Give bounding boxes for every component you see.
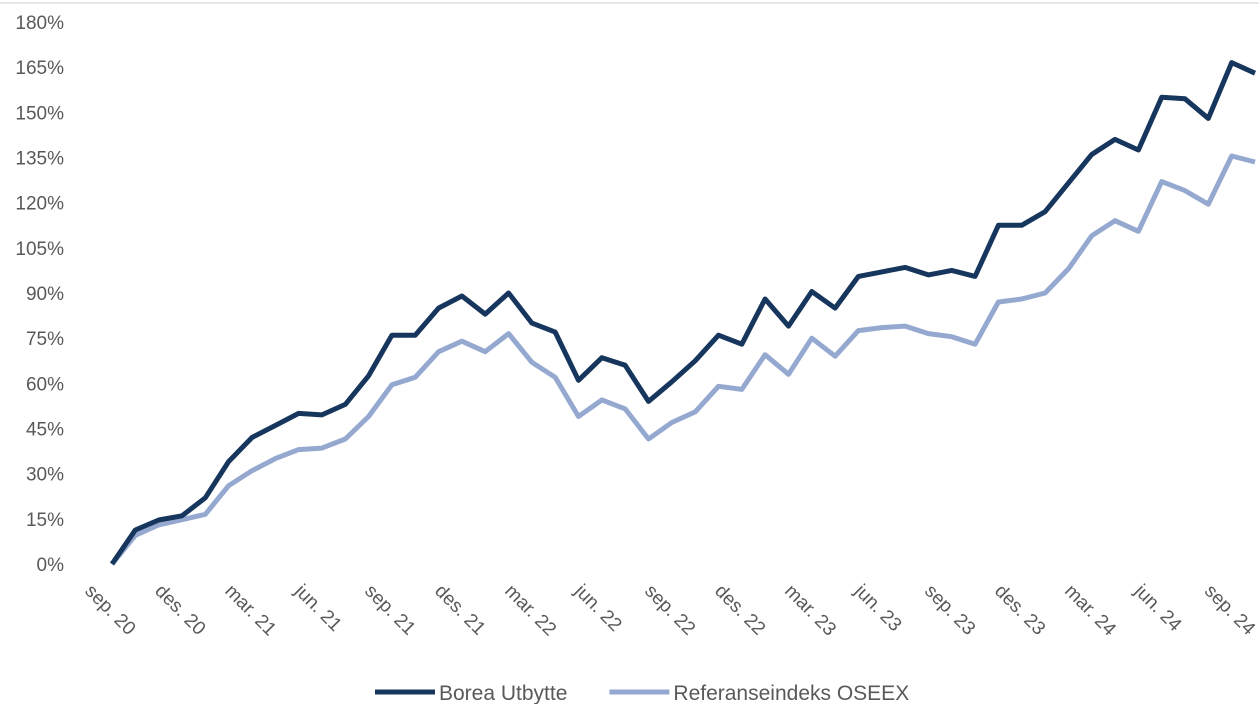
x-tick-label: sep. 22 — [640, 581, 699, 640]
y-tick-label: 150% — [15, 103, 64, 124]
x-tick-label: mar. 22 — [500, 581, 560, 641]
legend-label: Borea Utbytte — [439, 682, 567, 704]
y-tick-label: 15% — [26, 510, 64, 531]
x-tick-label: mar. 23 — [780, 581, 840, 641]
x-tick-label: jun. 21 — [290, 580, 346, 636]
y-tick-label: 75% — [26, 329, 64, 350]
x-tick-label: des. 21 — [430, 581, 489, 640]
x-tick-label: sep. 21 — [360, 581, 419, 640]
y-tick-label: 30% — [26, 465, 64, 486]
x-tick-label: jun. 24 — [1129, 580, 1185, 636]
y-tick-label: 0% — [37, 555, 65, 576]
x-tick-label: sep. 20 — [80, 581, 139, 640]
y-tick-label: 180% — [15, 13, 64, 34]
x-tick-label: des. 23 — [990, 581, 1049, 640]
y-tick-label: 45% — [26, 420, 64, 441]
x-tick-label: mar. 24 — [1060, 581, 1120, 641]
y-tick-label: 135% — [15, 149, 64, 170]
y-tick-label: 120% — [15, 194, 64, 215]
series-line — [109, 60, 1257, 566]
x-tick-label: des. 22 — [710, 581, 769, 640]
legend-label: Referanseindeks OSEEX — [673, 682, 909, 704]
y-tick-label: 90% — [26, 284, 64, 305]
series-line — [110, 153, 1256, 566]
x-tick-label: jun. 23 — [850, 580, 906, 636]
x-tick-label: mar. 21 — [220, 581, 280, 641]
x-tick-label: sep. 23 — [920, 581, 979, 640]
y-tick-label: 165% — [15, 58, 64, 79]
y-tick-label: 60% — [26, 374, 64, 395]
x-tick-label: sep. 24 — [1200, 581, 1259, 640]
x-tick-label: des. 20 — [150, 581, 209, 640]
y-tick-label: 105% — [15, 239, 64, 260]
x-tick-label: jun. 22 — [570, 580, 626, 636]
